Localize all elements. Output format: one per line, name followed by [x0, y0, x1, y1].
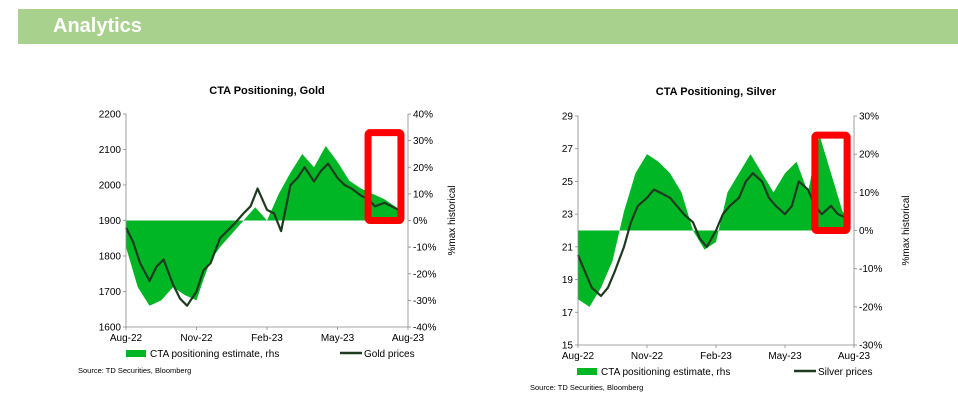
- silver-right-axis-label: %max historical: [901, 195, 912, 265]
- gold-right-tick-label: 40%: [413, 110, 433, 121]
- gold-left-tick-label: 2100: [99, 145, 122, 156]
- gold-x-tick-label: Nov-22: [180, 333, 213, 344]
- page-title: Analytics: [53, 15, 142, 37]
- silver-x-tick-label: Nov-22: [631, 351, 664, 362]
- gold-right-tick-label: -10%: [413, 243, 436, 254]
- silver-right-tick-label: -10%: [859, 264, 882, 275]
- gold-right-tick-label: 30%: [413, 136, 433, 147]
- gold-legend-swatch-cta: [126, 350, 146, 357]
- gold-left-tick-label: 1600: [99, 323, 122, 334]
- silver-right-tick-label: 20%: [859, 150, 879, 161]
- gold-legend-label-price: Gold prices: [364, 349, 415, 360]
- silver-x-tick-label: Aug-22: [562, 351, 595, 362]
- gold-x-tick-label: Feb-23: [251, 333, 283, 344]
- silver-right-tick-label: 10%: [859, 188, 879, 199]
- source-note-silver: Source: TD Securities, Bloomberg: [530, 383, 644, 392]
- silver-left-tick-label: 19: [562, 275, 574, 286]
- header-banner: Analytics: [18, 9, 958, 44]
- silver-price-line: [576, 172, 851, 298]
- gold-cta-area: [126, 145, 404, 306]
- silver-left-tick-label: 25: [562, 177, 574, 188]
- silver-left-tick-label: 29: [562, 112, 574, 123]
- silver-cta-area: [578, 135, 850, 307]
- silver-right-tick-label: -20%: [859, 302, 882, 313]
- silver-left-tick-label: 21: [562, 242, 574, 253]
- silver-legend-swatch-cta: [577, 368, 597, 375]
- gold-left-tick-label: 1900: [99, 216, 122, 227]
- silver-title: CTA Positioning, Silver: [656, 86, 777, 98]
- silver-highlight-box: [811, 131, 851, 234]
- gold-x-tick-label: May-23: [321, 333, 355, 344]
- silver-legend-label-cta: CTA positioning estimate, rhs: [601, 367, 730, 378]
- silver-right-tick-label: -30%: [859, 341, 882, 352]
- gold-right-tick-label: 20%: [413, 163, 433, 174]
- silver-left-tick-label: 27: [562, 144, 574, 155]
- silver-right-tick-label: 30%: [859, 112, 879, 123]
- gold-price-line: [125, 162, 404, 307]
- silver-x-tick-label: May-23: [768, 351, 802, 362]
- silver-legend-label-price: Silver prices: [818, 367, 872, 378]
- silver-x-tick-label: Aug-23: [838, 351, 871, 362]
- gold-title: CTA Positioning, Gold: [209, 85, 324, 97]
- gold-right-tick-label: 0%: [413, 216, 428, 227]
- silver-x-tick-label: Feb-23: [700, 351, 732, 362]
- gold-left-tick-label: 1800: [99, 252, 122, 263]
- gold-left-tick-label: 2200: [99, 110, 122, 121]
- silver-left-tick-label: 17: [562, 308, 574, 319]
- gold-right-tick-label: -30%: [413, 296, 436, 307]
- silver-left-tick-label: 23: [562, 210, 574, 221]
- gold-right-axis-label: %max historical: [447, 185, 458, 255]
- gold-highlight-box: [364, 129, 405, 224]
- gold-left-tick-label: 2000: [99, 181, 122, 192]
- gold-x-tick-label: Aug-23: [392, 333, 425, 344]
- gold-right-tick-label: 10%: [413, 189, 433, 200]
- gold-x-tick-label: Aug-22: [110, 333, 143, 344]
- silver-left-tick-label: 15: [562, 341, 574, 352]
- silver-right-tick-label: 0%: [859, 226, 874, 237]
- gold-left-tick-label: 1700: [99, 287, 122, 298]
- gold-right-tick-label: -20%: [413, 269, 436, 280]
- gold-legend-label-cta: CTA positioning estimate, rhs: [150, 349, 279, 360]
- source-note-gold: Source: TD Securities, Bloomberg: [78, 366, 192, 375]
- gold-right-tick-label: -40%: [413, 323, 436, 334]
